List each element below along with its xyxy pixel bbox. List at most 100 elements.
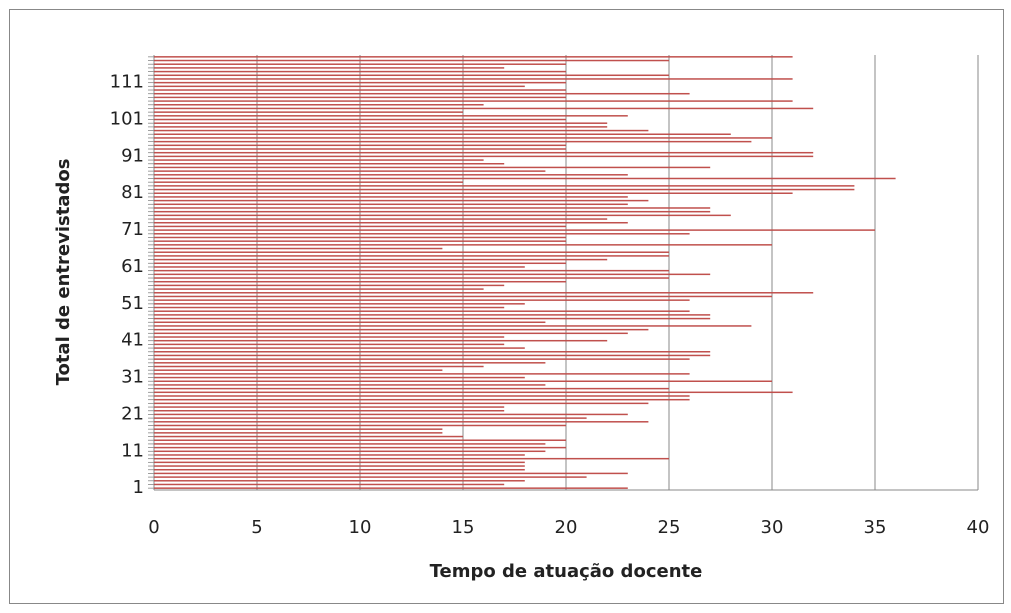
bar: [154, 233, 690, 235]
bar: [154, 174, 628, 176]
y-tick-label: 91: [121, 145, 144, 166]
bar: [154, 369, 443, 371]
bar: [154, 203, 628, 206]
bar: [154, 144, 566, 147]
bar: [154, 347, 525, 349]
bar: [154, 384, 546, 386]
bar: [154, 96, 566, 99]
bar: [154, 59, 669, 62]
bar: [154, 487, 628, 489]
bar: [154, 122, 608, 124]
y-tick-label: 81: [121, 182, 144, 203]
x-tick-label: 35: [864, 517, 887, 538]
bar: [154, 107, 814, 110]
bar: [154, 409, 505, 412]
bar: [154, 288, 484, 290]
bar: [154, 292, 814, 294]
bar: [154, 321, 546, 324]
bar: [154, 446, 566, 449]
bar: [154, 262, 566, 265]
bar: [154, 137, 772, 139]
bar: [154, 192, 793, 194]
bar: [154, 421, 649, 423]
x-axis-title: Tempo de atuação docente: [430, 561, 703, 582]
bar: [154, 170, 546, 172]
bar: [154, 159, 484, 161]
x-tick-label: 30: [761, 517, 784, 538]
bar: [154, 151, 814, 154]
bar: [154, 133, 731, 136]
x-tick-label: 25: [658, 517, 681, 538]
y-axis-title: Total de entrevistados: [53, 159, 74, 386]
x-tick-label: 20: [555, 517, 578, 538]
bar: [154, 306, 505, 309]
bar: [154, 188, 855, 191]
bar: [154, 199, 649, 202]
x-tick-label: 15: [452, 517, 475, 538]
bar: [154, 129, 649, 132]
bar: [154, 181, 463, 183]
y-tick-label: 111: [110, 72, 144, 93]
bar: [154, 218, 608, 220]
bar: [154, 424, 566, 427]
bar: [154, 317, 711, 320]
y-tick-label: 41: [121, 330, 144, 351]
bar: [154, 476, 587, 478]
bar: [154, 280, 566, 283]
bar: [154, 244, 772, 246]
bar: [154, 443, 546, 445]
bar: [154, 343, 505, 346]
bar: [154, 376, 525, 379]
bar: [154, 229, 875, 231]
bar: [154, 284, 505, 287]
bar: [154, 328, 649, 331]
bar: [154, 140, 752, 143]
bar: [154, 483, 505, 486]
bar: [154, 380, 772, 382]
bar: [154, 63, 566, 65]
y-tick-label: 71: [121, 219, 144, 240]
chart-border: [9, 9, 1004, 604]
bar: [154, 104, 484, 106]
bar: [154, 251, 669, 253]
y-tick-label: 1: [133, 477, 144, 498]
bar: [154, 111, 463, 113]
bar: [154, 332, 628, 335]
bar: [154, 398, 690, 401]
bar: [154, 480, 525, 482]
bar: [154, 74, 669, 77]
y-tick-label: 21: [121, 403, 144, 424]
bar: [154, 115, 628, 117]
bar: [154, 118, 566, 121]
x-tick-label: 0: [148, 517, 159, 538]
bar: [154, 266, 525, 268]
y-tick-label: 101: [110, 109, 144, 130]
bar: [154, 299, 690, 301]
bar: [154, 67, 505, 69]
bar: [154, 210, 711, 213]
x-tick-label: 40: [967, 517, 990, 538]
bar: [154, 362, 546, 364]
bar: [154, 354, 711, 357]
bar: [154, 465, 525, 467]
bar: [154, 468, 525, 471]
bar: [154, 295, 772, 298]
bar: [154, 155, 814, 158]
bar: [154, 310, 690, 312]
bar: [154, 395, 690, 397]
bar: [154, 269, 669, 272]
y-tick-label: 61: [121, 256, 144, 277]
bar: [154, 78, 793, 80]
bar: [154, 89, 566, 91]
bar: [154, 339, 608, 342]
y-tick-label: 31: [121, 367, 144, 388]
bar: [154, 56, 793, 58]
bar: [154, 406, 505, 408]
bar: [154, 185, 855, 187]
bar: [154, 325, 752, 327]
bar: [154, 81, 566, 84]
bar: [154, 365, 484, 368]
bar: [154, 358, 690, 360]
bar: [154, 255, 669, 257]
